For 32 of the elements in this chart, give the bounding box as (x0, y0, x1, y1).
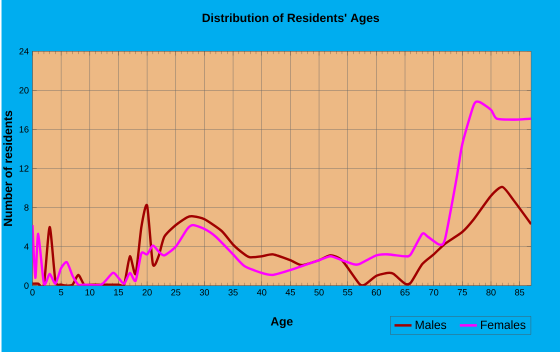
x-tick-label: 5 (59, 289, 64, 296)
chart-title: Distribution of Residents' Ages (202, 13, 380, 25)
x-tick-label: 35 (228, 289, 238, 296)
x-tick-label: 25 (171, 289, 180, 296)
x-axis-title: Age (270, 317, 293, 328)
y-tick-label: 20 (19, 87, 29, 94)
x-tick-label: 10 (85, 289, 94, 296)
x-tick-label: 50 (314, 289, 324, 296)
x-tick-label: 60 (372, 289, 382, 296)
y-tick-label: 24 (19, 48, 29, 54)
x-tick-label: 0 (30, 289, 35, 296)
y-tick-label: 4 (24, 243, 29, 250)
legend-label: Females (481, 320, 526, 330)
line-series (32, 100, 532, 286)
x-tick-label: 70 (429, 289, 438, 296)
x-tick-label: 45 (286, 289, 296, 296)
x-tick-label: 85 (515, 289, 524, 296)
y-tick-label: 0 (24, 282, 29, 289)
x-tick-label: 65 (400, 289, 410, 296)
x-tick-label: 20 (142, 289, 152, 296)
legend-label: Males (416, 320, 446, 330)
y-tick-label: 16 (20, 126, 29, 133)
line-series (32, 186, 532, 286)
y-tick-label: 12 (20, 165, 28, 172)
x-tick-label: 40 (256, 289, 266, 296)
x-tick-label: 75 (458, 289, 467, 296)
y-tick-label: 8 (24, 204, 29, 211)
x-tick-label: 15 (114, 289, 124, 296)
y-axis-title: Number of residents (3, 110, 12, 226)
x-tick-label: 30 (200, 289, 210, 296)
x-tick-label: 55 (343, 289, 352, 296)
x-tick-label: 80 (486, 289, 496, 296)
